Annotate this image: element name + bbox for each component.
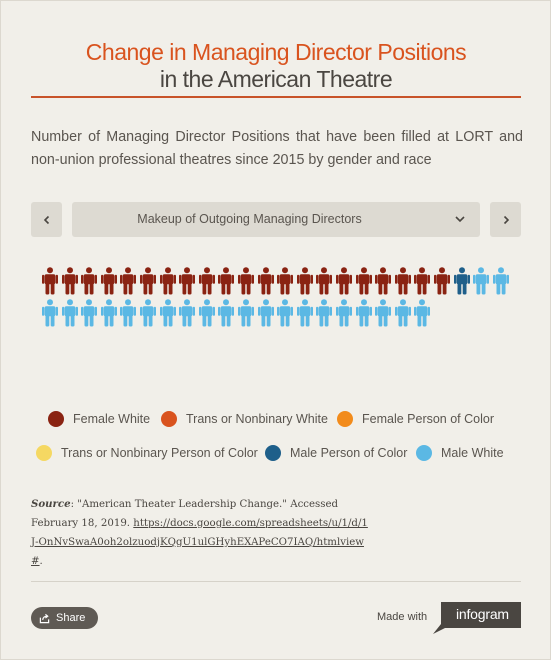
next-button[interactable] — [490, 202, 521, 237]
person-icon — [414, 299, 431, 327]
infogram-brand-text: infogram — [456, 606, 509, 622]
source-text: : "American Theater Leadership Change." … — [31, 499, 339, 529]
person-icon — [355, 267, 372, 295]
category-dropdown[interactable]: Makeup of Outgoing Managing Directors — [72, 202, 480, 237]
person-icon — [375, 267, 392, 295]
source-end: . — [39, 556, 43, 567]
made-with-text: Made with — [377, 611, 428, 623]
source-link[interactable]: https://docs.google.com/spreadsheets/u/1… — [31, 518, 368, 567]
person-icon — [198, 267, 215, 295]
person-icon — [61, 267, 78, 295]
person-icon — [336, 299, 352, 327]
person-icon — [296, 299, 313, 327]
person-icon — [100, 267, 117, 295]
share-label: Share — [56, 612, 86, 624]
share-button[interactable]: Share — [31, 607, 98, 629]
legend-label: Male White — [441, 446, 504, 460]
person-icon — [492, 267, 509, 295]
person-icon — [394, 267, 411, 295]
person-icon — [375, 299, 392, 327]
chevron-left-icon — [43, 215, 49, 224]
person-icon — [198, 299, 215, 327]
person-icon — [100, 299, 117, 327]
person-icon — [316, 267, 333, 295]
person-icon — [296, 267, 313, 295]
source-note: Source: "American Theater Leadership Cha… — [31, 495, 371, 571]
person-icon — [453, 267, 470, 295]
person-icon — [159, 299, 176, 327]
legend-item-male-poc[interactable]: Male Person of Color — [265, 440, 407, 466]
chevron-right-icon — [503, 215, 509, 224]
person-icon — [218, 299, 235, 327]
legend-swatch — [36, 445, 52, 461]
title-line-2: in the American Theatre — [159, 66, 393, 92]
legend-label: Trans or Nonbinary Person of Color — [61, 446, 258, 460]
legend-item-female-white[interactable]: Female White — [48, 406, 150, 432]
person-icon — [238, 299, 254, 327]
legend-label: Male Person of Color — [290, 446, 408, 460]
person-icon — [179, 267, 196, 295]
person-icon — [238, 267, 254, 295]
legend-label: Female Person of Color — [362, 412, 495, 426]
subtitle: Number of Managing Director Positions th… — [31, 129, 523, 168]
person-icon — [120, 299, 137, 327]
title-divider — [31, 96, 521, 98]
person-icon — [434, 267, 450, 295]
legend-label: Trans or Nonbinary White — [186, 412, 328, 426]
title-line-1: Change in Managing Director Positions — [85, 39, 467, 65]
person-icon — [218, 267, 235, 295]
legend-label: Female White — [73, 412, 151, 426]
person-icon — [336, 267, 352, 295]
person-icon — [81, 267, 98, 295]
person-icon — [355, 299, 372, 327]
person-icon — [179, 299, 196, 327]
person-icon — [414, 267, 431, 295]
share-icon — [39, 613, 50, 623]
legend-item-female-poc[interactable]: Female Person of Color — [337, 406, 494, 432]
chevron-down-icon — [455, 216, 465, 223]
pictogram — [42, 267, 522, 331]
legend-item-trans-nonbinary-poc[interactable]: Trans or Nonbinary Person of Color — [36, 440, 258, 466]
person-icon — [42, 267, 58, 295]
person-icon — [61, 299, 78, 327]
person-icon — [81, 299, 98, 327]
legend-swatch — [161, 411, 177, 427]
dropdown-selected-label: Makeup of Outgoing Managing Directors — [137, 212, 362, 226]
person-icon — [140, 299, 156, 327]
person-icon — [257, 267, 274, 295]
legend-swatch — [48, 411, 64, 427]
person-icon — [159, 267, 176, 295]
person-icon — [277, 267, 294, 295]
person-icon — [140, 267, 156, 295]
legend-item-trans-nonbinary-white[interactable]: Trans or Nonbinary White — [161, 406, 328, 432]
infogram-logo[interactable] — [433, 602, 521, 634]
person-icon — [316, 299, 333, 327]
person-icon — [394, 299, 411, 327]
legend-swatch — [416, 445, 432, 461]
person-icon — [120, 267, 137, 295]
person-icon — [42, 299, 58, 327]
legend-swatch — [337, 411, 353, 427]
person-icon — [473, 267, 490, 295]
legend-item-male-white[interactable]: Male White — [416, 440, 504, 466]
footer-divider — [31, 581, 521, 582]
legend-swatch — [265, 445, 281, 461]
source-label: Source — [31, 498, 71, 510]
person-icon — [257, 299, 274, 327]
prev-button[interactable] — [31, 202, 62, 237]
person-icon — [277, 299, 294, 327]
page-title: Change in Managing Director Positions in… — [31, 39, 521, 93]
